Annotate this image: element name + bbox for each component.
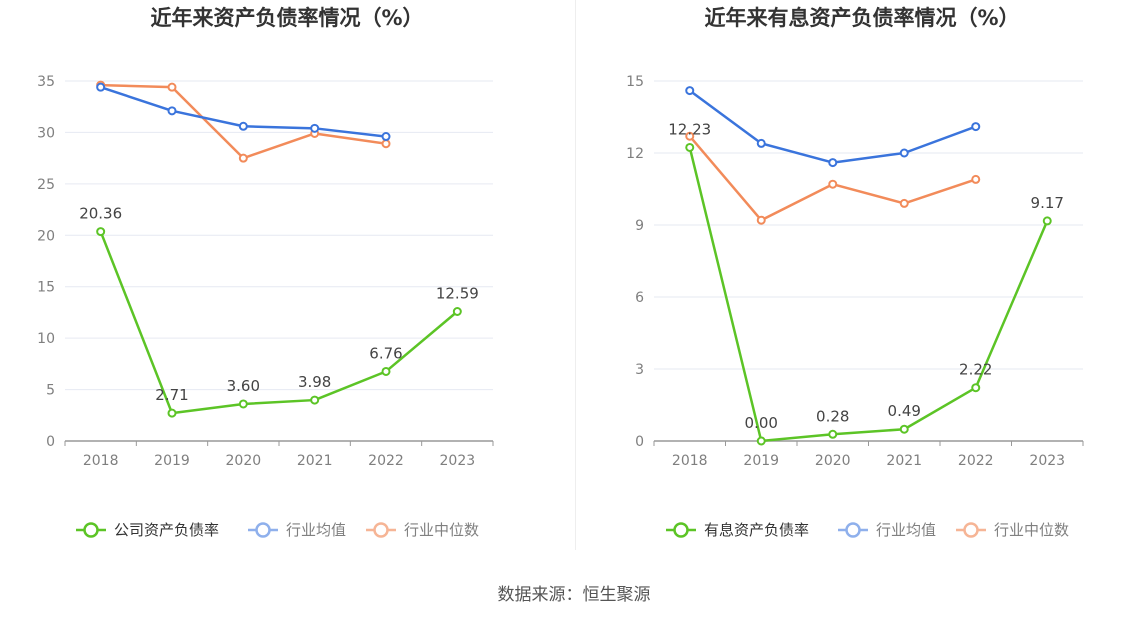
- x-tick-label: 2021: [297, 453, 333, 469]
- data-point: [756, 436, 766, 446]
- data-point: [167, 106, 177, 116]
- data-label: 12.59: [436, 285, 479, 303]
- chart-title: 近年来资产负债率情况（%）: [150, 6, 424, 30]
- data-point: [971, 383, 981, 393]
- legend-item[interactable]: 公司资产负债率: [76, 521, 219, 539]
- line-chart-debt-ratio: 0 5 10 15 20 25 30 35 2018 2019 2020 2021 2022 2023 20…: [37, 74, 494, 539]
- data-label: 2.71: [155, 386, 188, 404]
- legend-label: 行业中位数: [994, 521, 1069, 539]
- y-tick-label: 15: [626, 74, 644, 90]
- x-tick-label: 2020: [815, 453, 851, 469]
- data-label: 6.76: [369, 344, 402, 362]
- legend-item[interactable]: 行业中位数: [956, 521, 1069, 539]
- data-point: [96, 82, 106, 92]
- legend-item[interactable]: 行业均值: [838, 521, 936, 539]
- data-point: [971, 122, 981, 132]
- data-label: 0.00: [745, 414, 778, 432]
- data-label: 12.23: [668, 120, 711, 138]
- y-tick-label: 9: [635, 218, 644, 234]
- data-point: [828, 429, 838, 439]
- y-tick-label: 0: [46, 434, 55, 450]
- y-tick-label: 30: [37, 125, 55, 141]
- legend-label: 行业均值: [876, 521, 936, 539]
- y-tick-label: 15: [37, 280, 55, 296]
- y-tick-label: 35: [37, 74, 55, 90]
- legend-label: 行业中位数: [404, 521, 479, 539]
- data-point: [310, 395, 320, 405]
- data-point: [452, 307, 462, 317]
- series-line: [689, 89, 977, 164]
- legend-swatch-marker: [373, 522, 389, 538]
- x-tick-label: 2023: [1029, 453, 1065, 469]
- x-tick-label: 2020: [226, 453, 262, 469]
- chart-panel-right: 近年来有息资产负债率情况（%） 0 3 6 9 12 15 2018 2019 2020 2021…: [576, 0, 1148, 560]
- y-tick-label: 12: [626, 146, 644, 162]
- data-label: 9.17: [1031, 194, 1064, 212]
- y-tick-label: 3: [635, 362, 644, 378]
- data-point: [310, 123, 320, 133]
- legend-swatch-marker: [83, 522, 99, 538]
- legend-item[interactable]: 行业均值: [248, 521, 346, 539]
- y-tick-label: 6: [635, 290, 644, 306]
- data-point: [828, 179, 838, 189]
- data-point: [238, 399, 248, 409]
- data-point: [685, 86, 695, 96]
- data-point: [96, 227, 106, 237]
- data-label: 2.22: [959, 361, 992, 379]
- data-label: 20.36: [79, 205, 122, 223]
- y-tick-label: 10: [37, 331, 55, 347]
- legend-label: 有息资产负债率: [704, 521, 809, 539]
- series-line: [688, 147, 1049, 443]
- data-label: 3.98: [298, 373, 331, 391]
- data-point: [167, 408, 177, 418]
- data-point: [238, 153, 248, 163]
- data-point: [899, 148, 909, 158]
- data-point: [238, 121, 248, 131]
- legend-label: 行业均值: [286, 521, 346, 539]
- x-tick-label: 2021: [886, 453, 922, 469]
- data-point: [756, 215, 766, 225]
- series-line: [99, 231, 459, 415]
- legend-item[interactable]: 行业中位数: [366, 521, 479, 539]
- legend-label: 公司资产负债率: [114, 521, 219, 539]
- x-tick-label: 2019: [154, 453, 190, 469]
- data-point: [899, 198, 909, 208]
- data-point: [828, 158, 838, 168]
- chart-title: 近年来有息资产负债率情况（%）: [704, 6, 1020, 30]
- legend-swatch-marker: [845, 522, 861, 538]
- data-point: [1042, 216, 1052, 226]
- data-point: [381, 139, 391, 149]
- data-source: 数据来源：恒生聚源: [497, 585, 651, 605]
- data-point: [685, 142, 695, 152]
- x-tick-label: 2019: [743, 453, 779, 469]
- x-tick-label: 2018: [672, 453, 708, 469]
- chart-panel-left: 近年来资产负债率情况（%） 0 5 10 15 20 25 30 35 2018 2019 2020…: [0, 0, 574, 560]
- legend-item[interactable]: 有息资产负债率: [666, 521, 809, 539]
- data-label: 3.60: [227, 377, 260, 395]
- series-line: [100, 83, 387, 160]
- panel-divider: [575, 0, 576, 550]
- data-point: [381, 132, 391, 142]
- x-tick-label: 2022: [958, 453, 994, 469]
- data-label: 0.49: [888, 402, 921, 420]
- data-point: [381, 366, 391, 376]
- data-point: [685, 131, 695, 141]
- legend-swatch-marker: [255, 522, 271, 538]
- x-tick-label: 2023: [440, 453, 476, 469]
- x-tick-label: 2018: [83, 453, 119, 469]
- y-tick-label: 25: [37, 177, 55, 193]
- y-tick-label: 5: [46, 383, 55, 399]
- series-line: [688, 135, 977, 222]
- data-point: [756, 138, 766, 148]
- legend-swatch-marker: [673, 522, 689, 538]
- line-chart-interest-debt-ratio: 0 3 6 9 12 15 2018 2019 2020 2021 2022 2023 12.23 0.0…: [626, 74, 1084, 539]
- data-label: 0.28: [816, 407, 849, 425]
- y-tick-label: 0: [635, 434, 644, 450]
- legend-swatch-marker: [963, 522, 979, 538]
- x-tick-label: 2022: [368, 453, 404, 469]
- data-point: [971, 174, 981, 184]
- data-point: [899, 424, 909, 434]
- y-tick-label: 20: [37, 228, 55, 244]
- data-point: [167, 82, 177, 92]
